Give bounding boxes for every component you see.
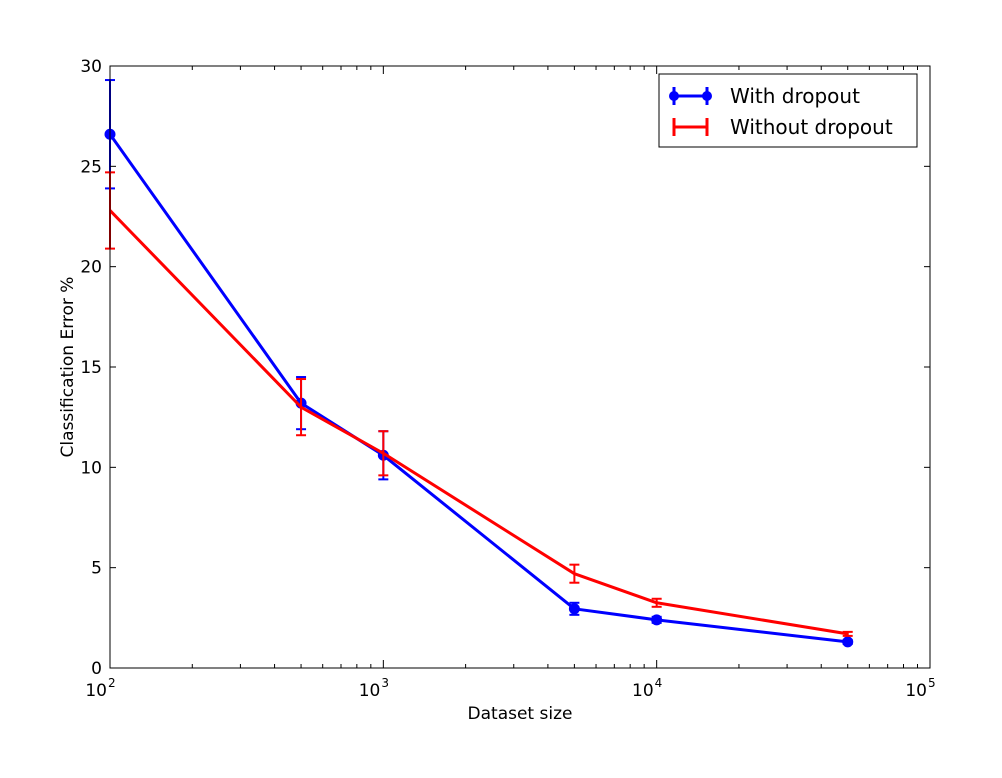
x-tick-label: 10 2 xyxy=(85,676,115,701)
error-bar xyxy=(651,597,662,608)
y-axis-label: Classification Error % xyxy=(58,277,78,458)
data-point xyxy=(842,636,854,648)
error-bar xyxy=(569,563,580,584)
data-point xyxy=(568,603,580,615)
x-tick-label: 10 5 xyxy=(905,676,935,701)
x-axis-label: Dataset size xyxy=(468,704,573,724)
legend-box xyxy=(658,73,918,148)
error-bar xyxy=(296,378,307,437)
x-tick-label-exponent: 2 xyxy=(108,676,116,690)
x-tick-label-base: 10 xyxy=(85,681,107,701)
plot-area xyxy=(110,66,930,668)
series-line xyxy=(108,133,848,644)
x-tick-label: 10 3 xyxy=(359,676,389,701)
y-tick-label: 10 xyxy=(80,458,102,478)
legend-entry-2: Without dropout xyxy=(672,115,893,139)
legend: With dropout Without dropout xyxy=(658,73,918,148)
x-tick-label-base: 10 xyxy=(632,681,654,701)
x-tick-label-exponent: 3 xyxy=(381,676,389,690)
x-tick-label-base: 10 xyxy=(359,681,381,701)
error-bar xyxy=(378,430,389,477)
legend-label: Without dropout xyxy=(730,115,893,139)
legend-marker xyxy=(669,91,679,101)
x-tick-label-base: 10 xyxy=(905,681,927,701)
legend-entry-1: With dropout xyxy=(669,84,860,108)
y-tick-label: 30 xyxy=(80,57,102,77)
y-tick-label: 25 xyxy=(80,157,102,177)
y-tick-label: 5 xyxy=(91,559,102,579)
legend-label: With dropout xyxy=(730,84,860,108)
data-point xyxy=(651,614,663,626)
series-line xyxy=(108,209,848,636)
y-tick-label: 20 xyxy=(80,258,102,278)
legend-marker xyxy=(702,91,712,101)
y-tick-label: 15 xyxy=(80,358,102,378)
error-bar xyxy=(842,630,853,637)
x-tick-label-exponent: 4 xyxy=(655,676,663,690)
y-tick-label: 0 xyxy=(91,659,102,679)
x-tick-label-exponent: 5 xyxy=(928,676,936,690)
legend-entries: With dropout Without dropout xyxy=(669,84,893,139)
x-tick-label: 10 4 xyxy=(632,676,662,701)
